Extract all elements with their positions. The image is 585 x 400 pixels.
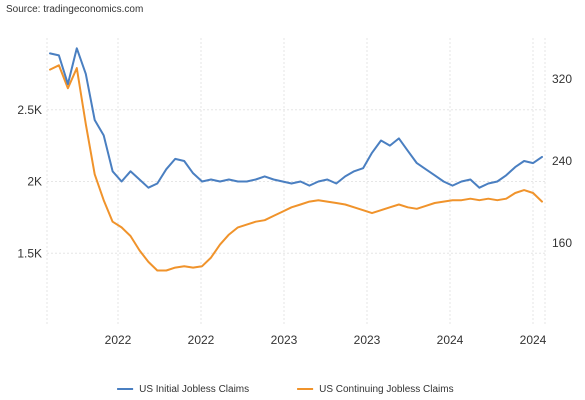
- x-tick-label: 2022: [188, 333, 215, 347]
- x-tick-label: 2023: [271, 333, 298, 347]
- y-right-tick-label: 320: [552, 72, 572, 86]
- x-tick-label: 2022: [105, 333, 132, 347]
- legend: US Initial Jobless Claims US Continuing J…: [117, 384, 454, 395]
- axes: 1.5K 2K 2.5K 160 240 320 2022 2022 2023 2023 2024 2…: [17, 72, 572, 347]
- y-left-tick-label: 2.5K: [17, 103, 42, 117]
- legend-label-us-continuing-jobless-claims: US Continuing Jobless Claims: [319, 384, 454, 395]
- x-tick-label: 2024: [520, 333, 547, 347]
- source-label: Source: tradingeconomics.com: [6, 4, 144, 15]
- us-initial-jobless-claims-line: [49, 47, 543, 189]
- y-left-tick-label: 2K: [27, 175, 42, 189]
- x-tick-label: 2023: [354, 333, 381, 347]
- x-tick-label: 2024: [437, 333, 464, 347]
- y-left-tick-label: 1.5K: [17, 246, 42, 260]
- us-continuing-jobless-claims-line: [49, 64, 543, 272]
- series-lines: [49, 47, 543, 272]
- y-right-tick-label: 240: [552, 154, 572, 168]
- legend-label-us-initial-jobless-claims: US Initial Jobless Claims: [139, 384, 249, 395]
- y-right-tick-label: 160: [552, 236, 572, 250]
